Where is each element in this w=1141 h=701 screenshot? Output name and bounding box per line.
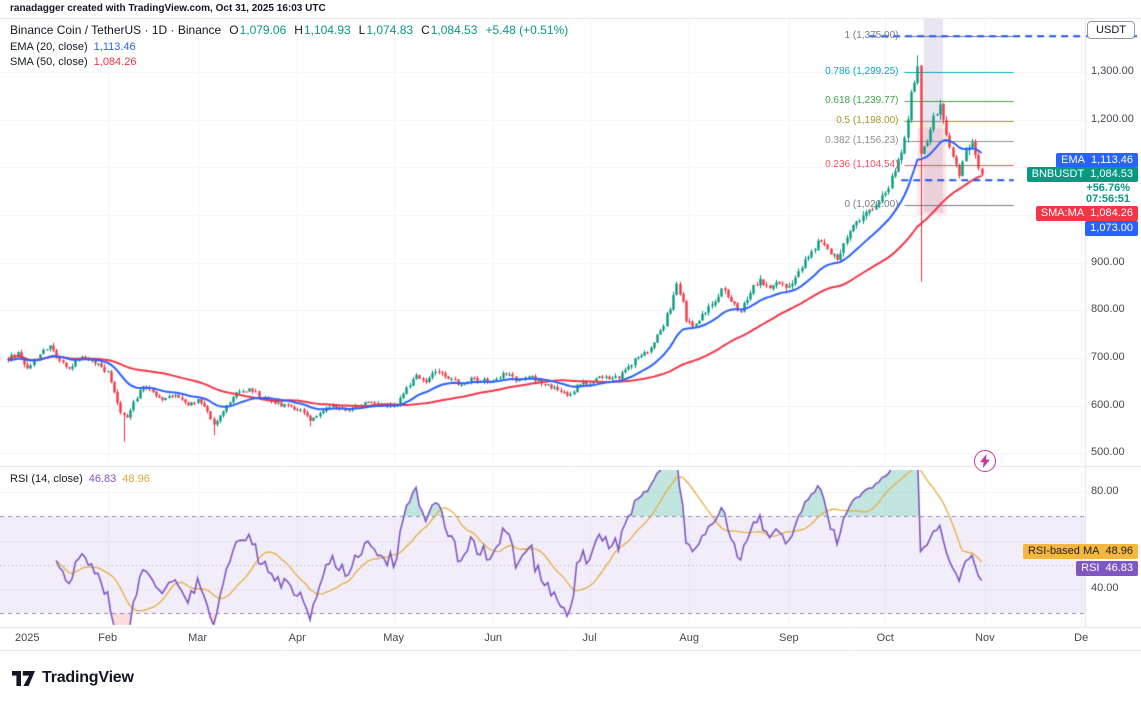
sma-axis-badge-value: 1,084.26 <box>1090 207 1133 219</box>
high-label: H <box>294 23 303 37</box>
rsi-axis-badge-name: RSI <box>1081 562 1100 574</box>
attribution-text: ranadagger created with TradingView.com,… <box>10 3 326 14</box>
close-number: 1,084.53 <box>430 23 478 37</box>
rsi-ma-axis-badge-value: 48.96 <box>1105 545 1133 557</box>
sma-axis-badge: SMA:MA 1,084.26 <box>1035 206 1138 221</box>
open-number: 1,079.06 <box>239 23 287 37</box>
symbol-title[interactable]: Binance Coin / TetherUS · 1D · Binance <box>10 23 222 37</box>
currency-button[interactable]: USDT <box>1087 21 1135 39</box>
rsi-axis-badge-value: 46.83 <box>1105 562 1133 574</box>
footer-branding: TradingView <box>12 669 134 687</box>
tradingview-logo-icon[interactable] <box>12 670 35 686</box>
symbol-legend-row: Binance Coin / TetherUS · 1D · Binance O… <box>10 23 568 37</box>
open-value: O 1,079.06 <box>229 23 286 37</box>
ema-axis-badge-name: EMA <box>1061 154 1085 166</box>
rsi-legend-value: 46.83 <box>88 473 117 485</box>
close-label: C <box>421 23 430 37</box>
high-value: H 1,104.93 <box>294 23 350 37</box>
rsi-legend-label[interactable]: RSI (14, close) <box>10 473 83 485</box>
bar-countdown-text: 07:56:51 <box>1082 193 1133 205</box>
sma-axis-badge-name: SMA:MA <box>1040 207 1085 219</box>
rsi-axis-badge: RSI 46.83 <box>1076 561 1138 576</box>
low-number: 1,074.83 <box>366 23 414 37</box>
symbol-price-badge-name: BNBUSDT <box>1031 168 1085 180</box>
ema-legend-value: 1,113.46 <box>93 41 136 53</box>
low-value: L 1,074.83 <box>359 23 413 37</box>
open-label: O <box>229 23 239 37</box>
low-label: L <box>358 23 366 37</box>
rsi-ma-axis-badge: RSI-based MA 48.96 <box>1022 544 1138 559</box>
change-percent-text: +56.76% <box>1083 182 1133 194</box>
change-value: +5.48 (+0.51%) <box>485 23 569 37</box>
rsi-ma-axis-badge-name: RSI-based MA <box>1027 545 1100 557</box>
lightning-icon[interactable] <box>974 450 996 472</box>
level-axis-badge: 1,073.00 <box>1085 221 1138 236</box>
ema-axis-badge: EMA 1,113.46 <box>1056 153 1138 168</box>
rsi-ma-legend-value: 48.96 <box>122 473 150 485</box>
rsi-legend: RSI (14, close) 46.83 48.96 <box>10 473 150 485</box>
symbol-price-badge-value: 1,084.53 <box>1090 168 1133 180</box>
main-legend: Binance Coin / TetherUS · 1D · Binance O… <box>10 23 568 71</box>
ema-axis-badge-value: 1,113.46 <box>1090 154 1133 166</box>
level-axis-badge-value: 1,073.00 <box>1090 222 1133 234</box>
tradingview-wordmark[interactable]: TradingView <box>42 669 134 686</box>
sma-legend-row: SMA (50, close) 1,084.26 <box>10 56 568 68</box>
sma-legend-label[interactable]: SMA (50, close) <box>10 56 88 68</box>
ema-legend-row: EMA (20, close) 1,113.46 <box>10 41 568 53</box>
high-number: 1,104.93 <box>303 23 351 37</box>
ema-legend-label[interactable]: EMA (20, close) <box>10 41 88 53</box>
sma-legend-value: 1,084.26 <box>93 56 137 68</box>
close-value: C 1,084.53 <box>421 23 477 37</box>
symbol-price-badge: BNBUSDT 1,084.53 <box>1026 167 1138 182</box>
